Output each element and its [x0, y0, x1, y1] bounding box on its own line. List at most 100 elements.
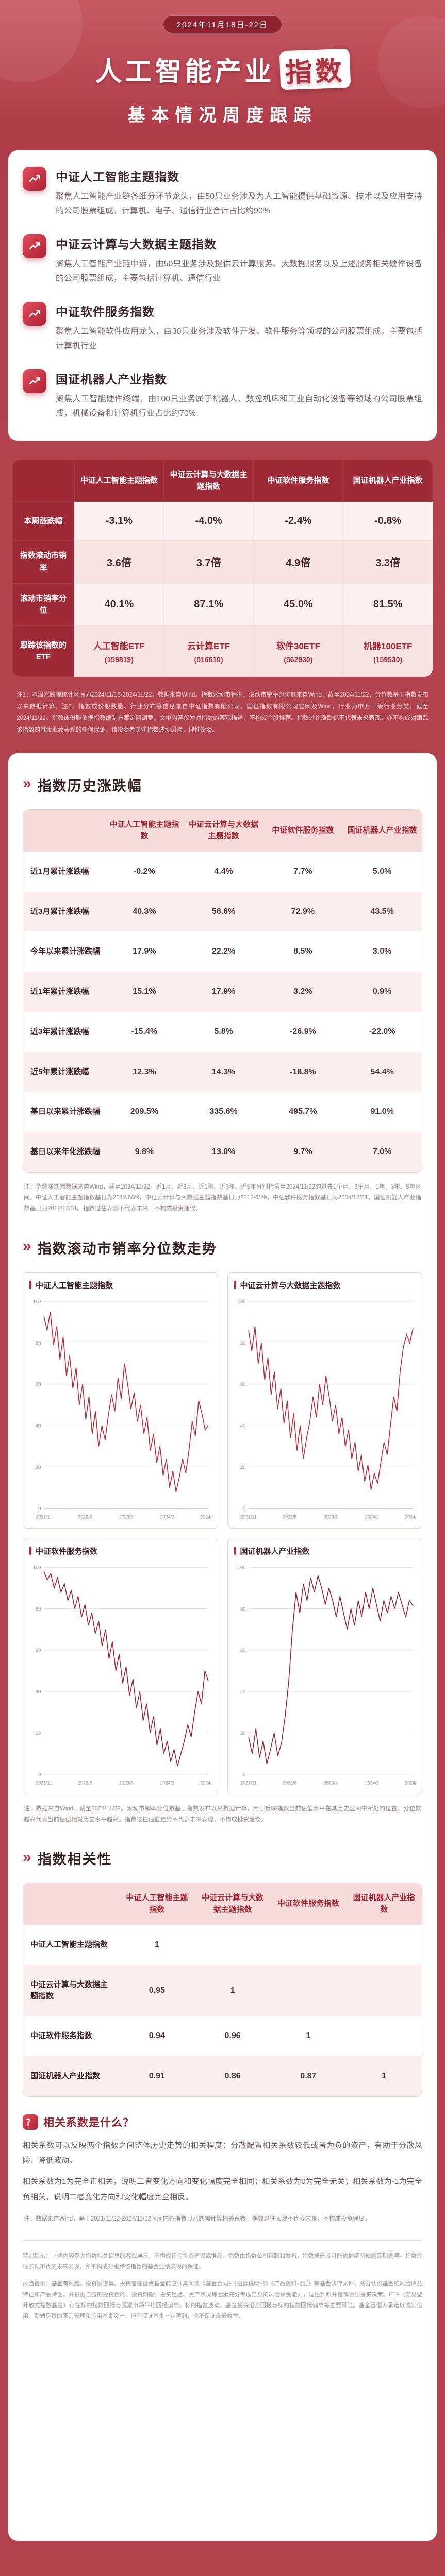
history-cell: -22.0%	[342, 1011, 422, 1052]
section-title-history: » 指数历史涨跌幅	[23, 775, 422, 795]
summary-column-header: 中证云计算与大数据主题指数	[163, 459, 254, 502]
question-icon: ？	[23, 2114, 38, 2130]
etf-name: 云计算ETF	[187, 641, 230, 652]
correlation-corner-cell	[23, 1883, 119, 1925]
svg-text:80: 80	[240, 1606, 245, 1612]
svg-text:2024/11: 2024/11	[405, 1514, 417, 1519]
index-description: 聚焦人工智能产业链各细分环节龙头，由50只业务涉及为人工智能提供基础资源、技术以…	[56, 192, 422, 216]
chart-card: 中证软件服务指数 0 20 40 60 80 100 2021/11 2022/8 2023/5…	[23, 1537, 218, 1794]
history-cell: 5.8%	[184, 1011, 263, 1052]
history-cell: 9.8%	[105, 1132, 184, 1172]
svg-text:80: 80	[36, 1341, 41, 1346]
correlation-column-header: 中证软件服务指数	[270, 1883, 347, 1925]
summary-row-label: 滚动市销率分位	[12, 583, 74, 626]
chart-title: 中证云计算与大数据主题指数	[234, 1280, 416, 1291]
summary-cell: 81.5%	[343, 583, 433, 626]
history-row-label: 近5年累计涨跌幅	[23, 1052, 105, 1092]
summary-cell: 3.6倍	[74, 540, 164, 583]
svg-text:20: 20	[240, 1464, 245, 1469]
svg-text:0: 0	[243, 1772, 245, 1777]
svg-text:40: 40	[240, 1423, 245, 1428]
correlation-cell	[346, 1964, 422, 2016]
summary-cell: -3.1%	[74, 502, 164, 541]
chart-title: 中证软件服务指数	[29, 1546, 211, 1556]
main-card: » 指数历史涨跌幅 中证人工智能主题指数 中证云计算与大数据主题指数 中证软件服…	[8, 753, 437, 2541]
svg-text:80: 80	[36, 1606, 41, 1612]
chart-title-text: 中证软件服务指数	[36, 1547, 98, 1556]
svg-text:2023/5: 2023/5	[119, 1780, 133, 1785]
svg-text:60: 60	[36, 1382, 41, 1387]
svg-text:100: 100	[237, 1565, 245, 1570]
history-cell: 15.1%	[105, 972, 184, 1012]
history-cell: 0.9%	[342, 972, 422, 1012]
correlation-cell: 0.87	[270, 2056, 347, 2096]
svg-text:2022/8: 2022/8	[283, 1514, 296, 1519]
etf-code: (159530)	[373, 655, 403, 664]
index-name: 国证机器人产业指数	[56, 372, 167, 386]
history-cell: 12.3%	[105, 1052, 184, 1092]
correlation-note: 注：数据来自Wind，基于2021/11/22-2024/11/22区间内各指数…	[24, 2215, 371, 2222]
index-intro-block: 中证软件服务指数 聚焦人工智能软件应用龙头，由30只业务涉及软件开发、软件服务等…	[23, 301, 422, 354]
history-row-label: 基日以来累计涨跌幅	[23, 1092, 105, 1132]
index-description: 聚焦人工智能产业链中游，由50只业务涉及提供云计算服务、大数据服务以及上述服务相…	[56, 259, 422, 283]
trend-icon	[23, 234, 46, 258]
svg-text:2024/2: 2024/2	[160, 1780, 174, 1785]
history-cell: 3.2%	[263, 972, 343, 1012]
title-bar-icon	[29, 1281, 31, 1290]
svg-text:100: 100	[33, 1565, 41, 1570]
summary-cell: -2.4%	[253, 502, 343, 541]
correlation-cell: 0.95	[119, 1964, 195, 2016]
etf-code: (516610)	[194, 655, 223, 664]
summary-note: 注1：本周涨跌幅统计区间为2024/11/18-2024/11/22，数据来自W…	[17, 692, 428, 733]
svg-text:2021/11: 2021/11	[240, 1514, 257, 1519]
history-cell: 335.6%	[184, 1092, 263, 1132]
chart-card: 国证机器人产业指数 0 20 40 60 80 100 2021/11 2022/8 2023/…	[227, 1537, 422, 1794]
history-cell: -26.9%	[263, 1011, 343, 1052]
page-title-accent: 指数	[279, 48, 351, 90]
svg-text:60: 60	[240, 1648, 245, 1653]
etf-cell: 机器100ETF (159530)	[343, 625, 433, 677]
correlation-cell	[270, 1964, 347, 2016]
history-cell: 56.6%	[184, 891, 263, 932]
svg-text:2022/8: 2022/8	[78, 1780, 92, 1785]
etf-name: 软件30ETF	[276, 641, 320, 652]
history-cell: 4.4%	[184, 851, 263, 892]
svg-text:2024/11: 2024/11	[405, 1780, 417, 1785]
line-chart: 0 20 40 60 80 100 2021/11 2022/8 2023/5 2024/2 202…	[28, 1296, 212, 1523]
correlation-row-label: 中证云计算与大数据主题指数	[23, 1964, 119, 2016]
svg-text:2024/11: 2024/11	[200, 1780, 212, 1785]
chevron-icon: »	[23, 1238, 32, 1255]
etf-code: (562930)	[284, 655, 313, 664]
correlation-cell: 1	[346, 2056, 422, 2096]
history-row-label: 近1月累计涨跌幅	[23, 851, 105, 892]
index-intro-block: 国证机器人产业指数 聚焦人工智能硬件终端，由100只业务属于机器人、数控机床和工…	[23, 369, 422, 421]
correlation-row-label: 国证机器人产业指数	[23, 2056, 119, 2096]
svg-text:2021/11: 2021/11	[240, 1780, 257, 1785]
summary-cell: -4.0%	[163, 502, 254, 541]
summary-section: 中证人工智能主题指数 中证云计算与大数据主题指数 中证软件服务指数 国证机器人产…	[0, 441, 445, 753]
chevron-icon: »	[23, 775, 32, 792]
history-column-header: 国证机器人产业指数	[342, 809, 422, 852]
page-subtitle: 基本情况周度跟踪	[127, 106, 318, 125]
explainer-paragraph: 相关系数为1为完全正相关，说明二者变化方向和变化幅度完全相同；相关系数为0为完全…	[23, 2177, 422, 2201]
summary-cell: 40.1%	[74, 583, 164, 626]
page-title: 人工智能产业 指数	[0, 48, 445, 90]
chart-title: 国证机器人产业指数	[234, 1546, 416, 1556]
svg-text:20: 20	[36, 1730, 41, 1735]
etf-name: 人工智能ETF	[93, 641, 145, 652]
explainer-header: ？ 相关系数是什么？	[23, 2114, 422, 2130]
correlation-cell	[346, 2016, 422, 2057]
line-chart: 0 20 40 60 80 100 2021/11 2022/8 2023/5 2024/2 202…	[233, 1562, 417, 1789]
history-cell: 54.4%	[342, 1052, 422, 1092]
chart-card: 中证人工智能主题指数 0 20 40 60 80 100 2021/11 2022/8 2023…	[23, 1272, 218, 1529]
history-cell: 43.5%	[342, 891, 422, 932]
date-badge: 2024年11月18日-22日	[162, 15, 283, 33]
index-intro-card: 中证人工智能主题指数 聚焦人工智能产业链各细分环节龙头，由50只业务涉及为人工智…	[8, 150, 437, 441]
summary-cell: -0.8%	[343, 502, 433, 541]
svg-text:0: 0	[38, 1506, 41, 1511]
history-cell: 5.0%	[342, 851, 422, 892]
line-chart: 0 20 40 60 80 100 2021/11 2022/8 2023/5 2024/2 202…	[28, 1562, 212, 1789]
summary-cell: 3.3倍	[343, 540, 433, 583]
etf-cell: 人工智能ETF (159819)	[74, 625, 164, 677]
summary-cell: 3.7倍	[163, 540, 254, 583]
